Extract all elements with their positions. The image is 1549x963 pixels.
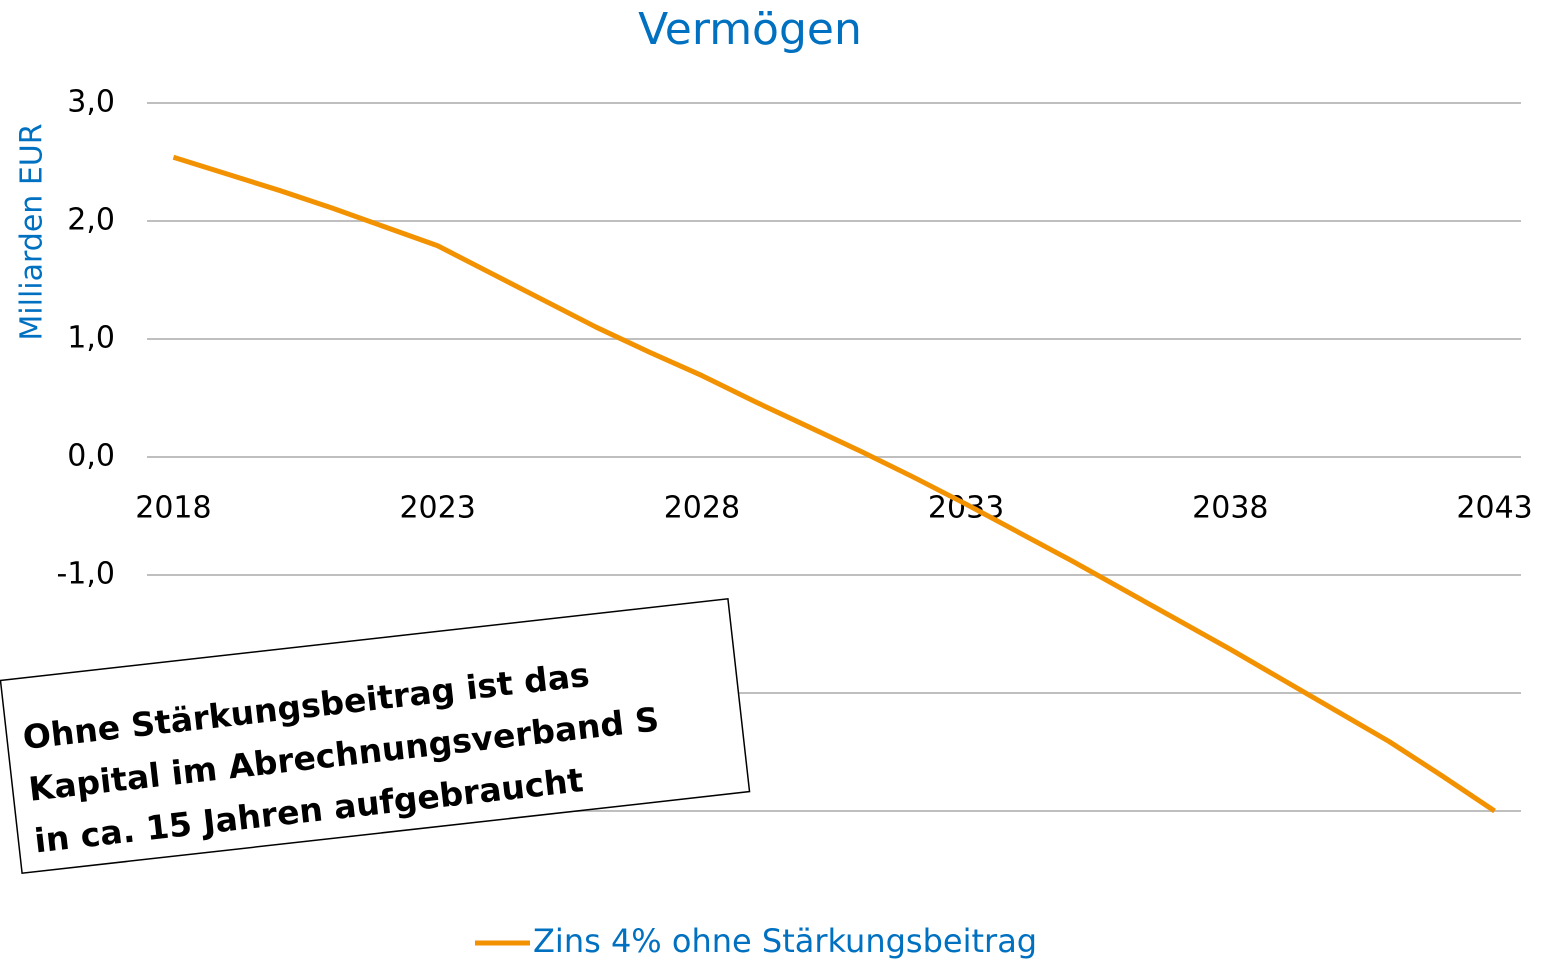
x-tick-label: 2038 (1192, 491, 1268, 526)
legend-label: Zins 4% ohne Stärkungsbeitrag (533, 922, 1037, 960)
x-tick-label: 2028 (664, 491, 740, 526)
y-tick-label: -1,0 (56, 557, 115, 592)
x-tick-label: 2023 (399, 491, 475, 526)
data-line (172, 154, 1496, 814)
y-tick-label: 2,0 (67, 203, 115, 238)
y-tick-label: 0,0 (67, 439, 115, 474)
x-tick-label: 2018 (135, 491, 211, 526)
annotation-frame (0, 597, 751, 875)
x-tick-label: 2043 (1456, 491, 1532, 526)
annotation-box: Ohne Stärkungsbeitrag ist das Kapital im… (0, 597, 751, 875)
y-tick-label: 3,0 (67, 85, 115, 120)
y-axis-label: Milliarden EUR (15, 123, 50, 340)
chart-title: Vermögen (638, 4, 862, 55)
y-tick-label: 1,0 (67, 321, 115, 356)
